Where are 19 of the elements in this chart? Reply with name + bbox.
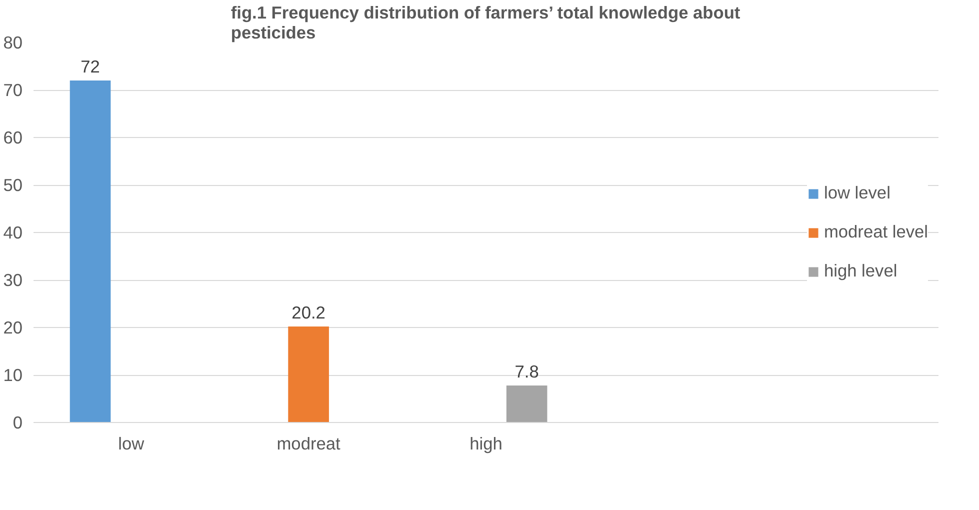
x-tick-label: low [118,434,145,454]
data-label: 20.2 [292,302,326,323]
data-label: 72 [80,56,100,76]
y-tick-label: 80 [3,32,23,52]
y-tick-label: 30 [3,270,23,290]
y-tick-label: 70 [3,80,23,100]
legend-label: high level [824,260,898,282]
y-tick-label: 10 [3,365,23,385]
x-tick-label: high [470,434,502,454]
x-tick-label: modreat [276,434,341,454]
y-tick-label: 60 [3,128,23,148]
y-tick-label: 50 [3,175,23,195]
y-tick-label: 0 [12,412,23,432]
legend-label: low level [824,182,890,204]
legend-label: modreat level [824,222,928,242]
y-tick-label: 40 [3,222,23,242]
data-label: 7.8 [514,361,539,382]
chart-title: fig.1 Frequency distribution of farmers’ total knowledge about pesticides [230,2,740,42]
y-tick-label: 20 [3,318,23,338]
